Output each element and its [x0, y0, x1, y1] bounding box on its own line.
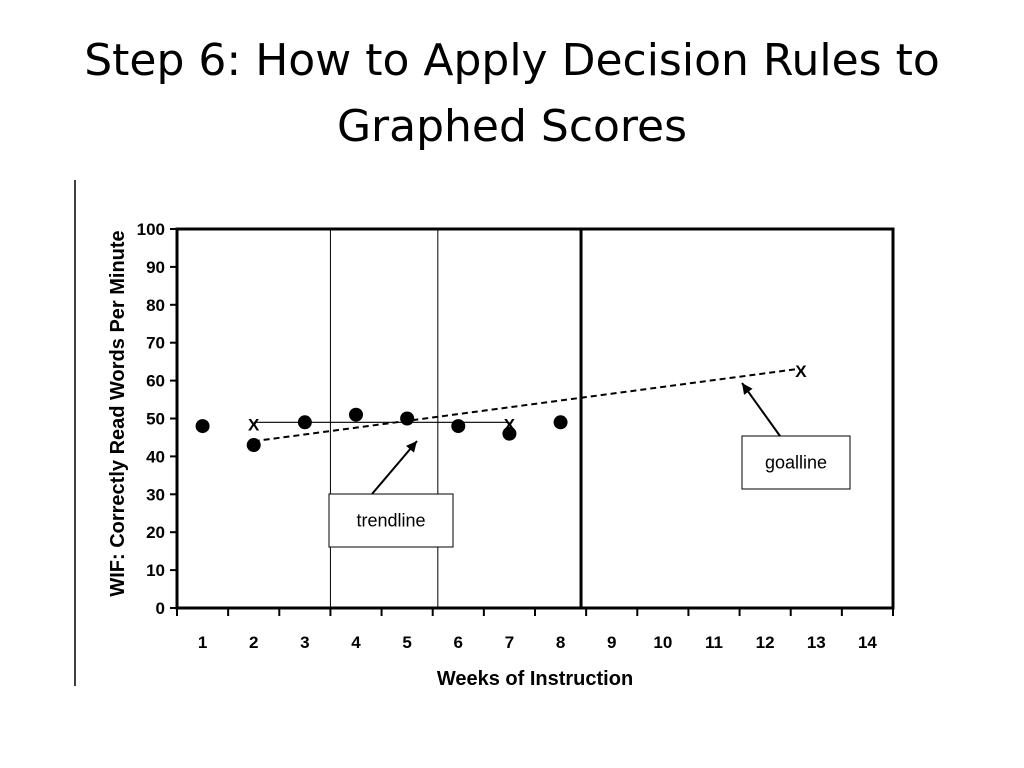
data-point: [349, 407, 363, 422]
goalline-callout: goalline: [741, 382, 851, 490]
x-tick-label: 11: [705, 633, 723, 652]
y-tick-label: 50: [146, 410, 165, 429]
data-point: [502, 426, 517, 441]
x-tick-label: 4: [351, 633, 361, 652]
y-tick-label: 0: [156, 599, 165, 618]
trendline-callout-arrow: [371, 440, 418, 495]
x-tick-label: 5: [402, 633, 411, 652]
data-markers: X X X: [195, 362, 807, 453]
x-tick-label: 10: [653, 633, 672, 652]
x-tick-label: 6: [454, 633, 463, 652]
goal-x-marker: X: [795, 362, 807, 381]
plot-frame: [175, 227, 895, 610]
goalline: [253, 368, 796, 443]
trendline-callout-arrowhead: [406, 441, 417, 453]
x-tick-label: 9: [607, 633, 616, 652]
baseline-x-marker: X: [248, 415, 260, 434]
slide-title: Step 6: How to Apply Decision Rules to G…: [0, 28, 1024, 160]
goalline-callout-box: [741, 435, 851, 490]
trendline-callout: trendline: [328, 440, 454, 548]
x-tick-label: 7: [505, 633, 514, 652]
x-axis-title: Weeks of Instruction: [437, 668, 633, 690]
y-tick-label: 60: [146, 372, 165, 391]
y-tick-label: 70: [146, 334, 165, 353]
goalline-callout-label: goalline: [765, 453, 827, 473]
slide-title-line-1: Step 6: How to Apply Decision Rules to: [84, 35, 940, 86]
data-lines: [253, 368, 796, 443]
goalline-callout-arrow: [741, 382, 781, 437]
x-tick-label: 2: [249, 633, 258, 652]
y-tick-label: 30: [146, 485, 165, 504]
y-tick-label: 40: [146, 447, 165, 466]
x-tick-label: 3: [300, 633, 309, 652]
x-tick-label: 13: [807, 633, 826, 652]
y-tick-label: 100: [137, 220, 165, 239]
y-axis-title: WIF: Correctly Read Words Per Minute: [107, 230, 129, 596]
y-axis-ticks: 0 10 20 30 40 50 60 70 80 90 100: [137, 220, 177, 618]
y-tick-label: 90: [146, 258, 165, 277]
x-tick-label: 14: [858, 633, 877, 652]
x-axis-ticks: 1 2 3 4 5 6 7 8 9 10 11 12 13 14: [176, 608, 894, 652]
data-point: [451, 419, 466, 434]
y-tick-label: 10: [146, 561, 165, 580]
data-point: [553, 415, 568, 430]
trendline-callout-box: [328, 493, 454, 548]
data-point: [297, 415, 312, 430]
data-point: [246, 438, 261, 453]
x-tick-label: 8: [556, 633, 565, 652]
goalline-callout-arrowhead: [742, 383, 753, 395]
y-tick-label: 20: [146, 523, 165, 542]
data-point: [195, 419, 210, 434]
data-point: [400, 411, 415, 426]
callouts: trendline goalline: [328, 382, 851, 548]
phase-lines: [329, 229, 583, 608]
y-tick-label: 80: [146, 296, 165, 315]
slide-title-line-2: Graphed Scores: [336, 101, 688, 152]
trendline-callout-label: trendline: [356, 511, 425, 531]
x-tick-label: 1: [198, 633, 207, 652]
baseline-x-marker: X: [504, 415, 516, 434]
x-tick-label: 12: [756, 633, 775, 652]
